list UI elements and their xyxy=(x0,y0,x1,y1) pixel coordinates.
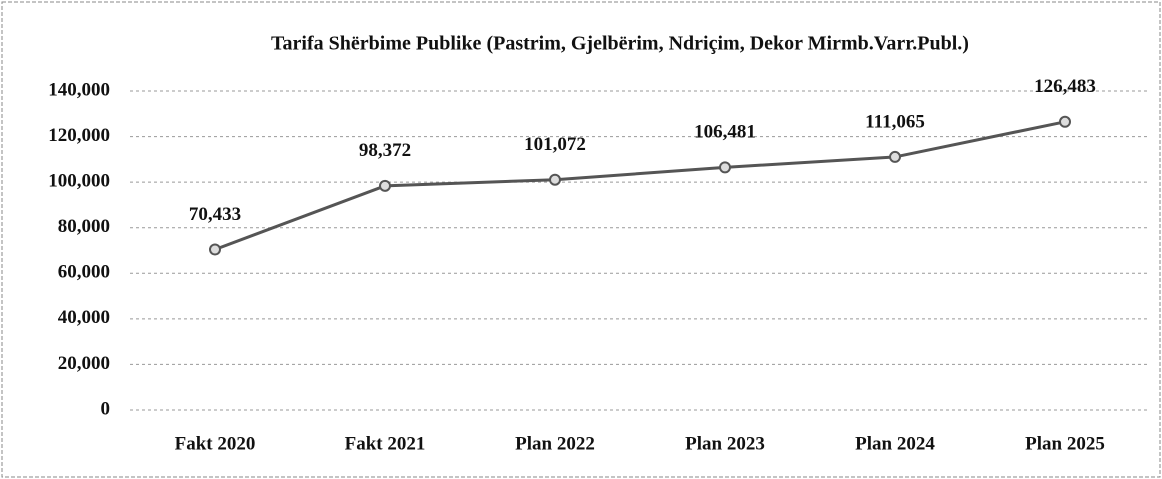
x-tick-label: Plan 2023 xyxy=(685,433,765,454)
data-point xyxy=(1059,115,1071,128)
data-line xyxy=(214,120,1066,251)
data-point xyxy=(209,243,221,256)
data-point xyxy=(379,179,391,192)
data-label: 101,072 xyxy=(524,134,586,155)
data-label: 126,483 xyxy=(1034,76,1096,97)
data-label: 98,372 xyxy=(359,140,411,161)
y-tick-label: 0 xyxy=(101,398,111,419)
data-label: 111,065 xyxy=(865,111,925,132)
x-tick-label: Plan 2024 xyxy=(855,433,935,454)
x-tick-label: Fakt 2020 xyxy=(175,433,256,454)
y-tick-label: 140,000 xyxy=(48,79,110,100)
x-tick-label: Plan 2022 xyxy=(515,433,595,454)
y-tick-label: 60,000 xyxy=(58,262,110,283)
data-label: 70,433 xyxy=(189,204,241,225)
y-tick-label: 40,000 xyxy=(58,307,110,328)
y-tick-label: 100,000 xyxy=(48,171,110,192)
x-tick-label: Plan 2025 xyxy=(1025,433,1105,454)
x-tick-label: Fakt 2021 xyxy=(345,433,426,454)
y-tick-label: 80,000 xyxy=(58,216,110,237)
data-point xyxy=(719,161,731,174)
data-point xyxy=(549,173,561,186)
data-point xyxy=(889,150,901,163)
chart-title: Tarifa Shërbime Publike (Pastrim, Gjelbë… xyxy=(271,33,969,55)
y-tick-label: 20,000 xyxy=(58,353,110,374)
data-label: 106,481 xyxy=(694,122,756,143)
y-tick-label: 120,000 xyxy=(48,125,110,146)
